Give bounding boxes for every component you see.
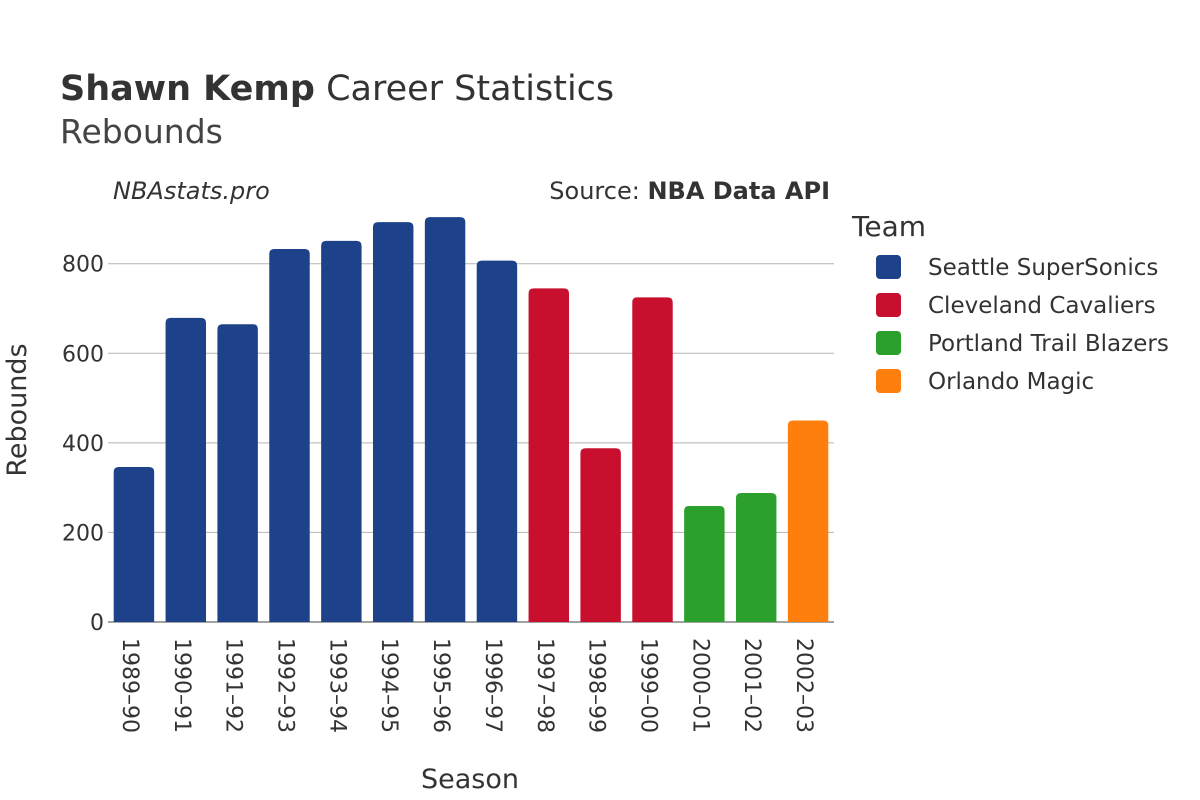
- y-tick-label: 0: [90, 611, 104, 636]
- bar-2002–03: [787, 420, 829, 622]
- bars: [113, 217, 829, 622]
- bar-2000–01: [684, 506, 725, 622]
- x-tick-label: 1993–94: [324, 638, 349, 733]
- bar-1994–95: [372, 222, 414, 622]
- y-tick-label: 400: [62, 432, 104, 457]
- x-tick-label: 1997–98: [532, 638, 557, 733]
- legend-label: Cleveland Cavaliers: [928, 293, 1156, 319]
- bar-1992–93: [269, 248, 310, 622]
- x-tick-label: 1995–96: [428, 638, 453, 733]
- bar-1997–98: [528, 288, 570, 622]
- bar-1995–96: [424, 217, 466, 622]
- y-tick-labels: 0 200 400 600 800: [62, 253, 104, 636]
- x-tick-label: 2000–01: [687, 638, 712, 733]
- x-tick-label: 1992–93: [273, 638, 298, 733]
- legend-label: Orlando Magic: [928, 369, 1094, 395]
- legend-title: Team: [851, 210, 926, 243]
- chart-title: Shawn Kemp Career Statistics: [60, 69, 614, 109]
- legend-swatch: [876, 331, 901, 355]
- x-tick-label: 2001–02: [739, 638, 764, 733]
- source-name: NBA Data API: [647, 177, 830, 205]
- gridlines: [108, 263, 834, 623]
- x-tick-label: 1990–91: [169, 638, 194, 733]
- x-axis-title: Season: [421, 764, 519, 795]
- legend: Team Seattle SuperSonics Cleveland Cavali…: [851, 210, 1169, 395]
- y-axis-title: Rebounds: [2, 343, 33, 476]
- bar-1989–90: [113, 467, 155, 622]
- legend-label: Seattle SuperSonics: [928, 255, 1158, 281]
- source-credit: Source: NBA Data API: [549, 177, 830, 205]
- bar-1993–94: [321, 240, 362, 622]
- y-tick-label: 600: [62, 342, 104, 367]
- chart-title-player: Shawn Kemp: [60, 69, 315, 109]
- bar-1990–91: [165, 317, 207, 622]
- bar-1996–97: [476, 260, 518, 622]
- chart-title-rest: Career Statistics: [315, 69, 614, 109]
- legend-label: Portland Trail Blazers: [928, 331, 1169, 357]
- source-prefix: Source:: [549, 177, 647, 205]
- x-tick-label: 1998–99: [584, 638, 609, 733]
- watermark: NBAstats.pro: [113, 177, 270, 205]
- x-tick-label: 1994–95: [376, 638, 401, 733]
- legend-swatch: [876, 255, 901, 279]
- legend-swatch: [876, 369, 901, 393]
- bar-1999–00: [632, 297, 673, 622]
- chart-subtitle: Rebounds: [60, 112, 223, 151]
- x-tick-label: 1991–92: [221, 638, 246, 733]
- y-tick-label: 800: [62, 253, 104, 278]
- x-tick-label: 1999–00: [636, 638, 661, 733]
- x-tick-label: 1989–90: [117, 638, 142, 733]
- x-tick-labels: 1989–90 1990–91 1991–92 1992–93 1993–94 1994–…: [117, 638, 816, 733]
- bar-1998–99: [580, 448, 621, 622]
- y-tick-label: 200: [62, 521, 104, 546]
- bar-2001–02: [735, 493, 777, 622]
- x-tick-label: 1996–97: [480, 638, 505, 733]
- legend-swatch: [876, 293, 901, 317]
- bar-1991–92: [217, 324, 258, 622]
- x-tick-label: 2002–03: [791, 638, 816, 733]
